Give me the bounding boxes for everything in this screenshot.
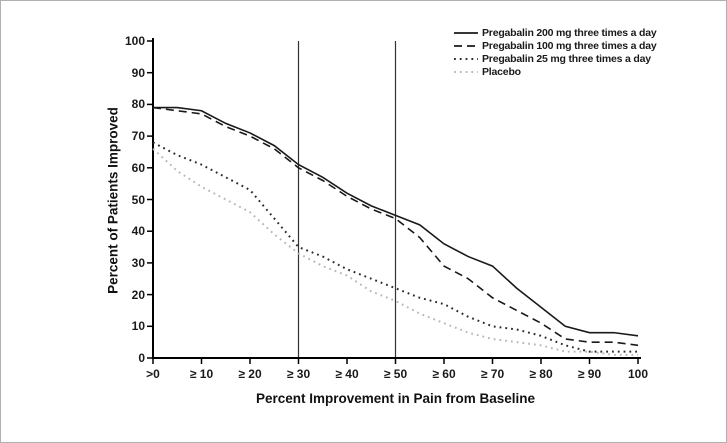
y-tick-label: 70 bbox=[131, 129, 145, 144]
y-tick-label: 80 bbox=[131, 97, 145, 112]
legend-item-pregabalin-25: Pregabalin 25 mg three times a day bbox=[454, 52, 657, 65]
series-line-0 bbox=[153, 106, 639, 337]
series-line-3 bbox=[152, 148, 638, 356]
x-tick-label: ≥ 60 bbox=[432, 367, 456, 381]
x-tick-label: ≥ 50 bbox=[383, 367, 408, 381]
x-tick-label: ≥ 30 bbox=[286, 367, 311, 381]
y-tick-label: 60 bbox=[131, 160, 145, 175]
legend-item-pregabalin-100: Pregabalin 100 mg three times a day bbox=[454, 39, 657, 52]
solid-line-icon bbox=[454, 31, 478, 34]
y-tick-label: 50 bbox=[131, 192, 145, 207]
x-tick-label: ≥ 70 bbox=[480, 367, 505, 381]
y-tick-label: 100 bbox=[124, 34, 145, 48]
x-tick-label: ≥ 80 bbox=[529, 367, 553, 381]
y-tick-label: 0 bbox=[138, 351, 145, 365]
x-tick-label: >0 bbox=[146, 367, 160, 381]
legend-item-pregabalin-200: Pregabalin 200 mg three times a day bbox=[454, 26, 657, 39]
legend-item-placebo: Placebo bbox=[454, 65, 657, 78]
x-tick-label: ≥ 40 bbox=[335, 367, 359, 381]
x-tick-label: ≥ 20 bbox=[238, 367, 262, 381]
x-axis-title: Percent Improvement in Pain from Baselin… bbox=[255, 391, 536, 406]
y-tick-label: 20 bbox=[131, 287, 145, 302]
dashed-line-icon bbox=[454, 44, 478, 47]
x-tick-label: 100 bbox=[627, 367, 649, 381]
dotted-line-icon bbox=[454, 70, 478, 73]
y-tick-label: 10 bbox=[131, 319, 145, 334]
x-tick-label: ≥ 10 bbox=[189, 367, 214, 381]
legend-label: Pregabalin 25 mg three times a day bbox=[482, 52, 651, 65]
y-axis-title: Percent of Patients Improved bbox=[105, 107, 121, 294]
y-tick-label: 30 bbox=[131, 255, 145, 270]
legend-label: Placebo bbox=[482, 65, 521, 78]
y-tick-label: 90 bbox=[131, 65, 145, 80]
legend-label: Pregabalin 200 mg three times a day bbox=[482, 26, 657, 39]
legend-label: Pregabalin 100 mg three times a day bbox=[482, 39, 657, 52]
dotted-line-icon bbox=[454, 57, 478, 60]
y-tick-label: 40 bbox=[131, 224, 145, 239]
x-tick-label: ≥ 90 bbox=[577, 367, 602, 381]
series-line-1 bbox=[152, 106, 639, 347]
legend: Pregabalin 200 mg three times a day Preg… bbox=[454, 26, 657, 78]
series-line-2 bbox=[152, 141, 638, 353]
